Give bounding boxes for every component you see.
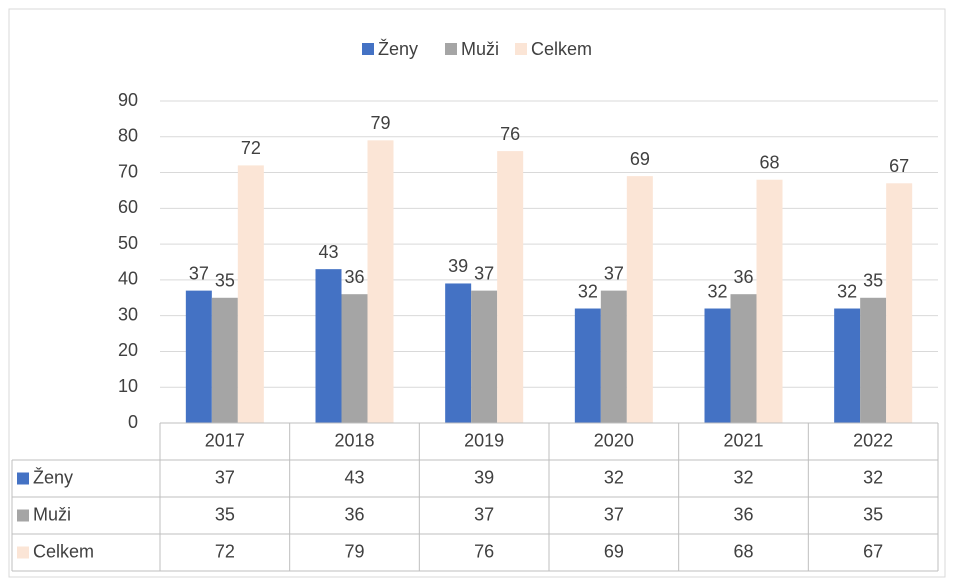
table-cell: 72: [215, 541, 235, 561]
bar: [704, 308, 731, 423]
table-cell: 36: [733, 504, 753, 524]
table-legend-swatch: [17, 509, 29, 522]
y-tick-label: 0: [128, 412, 138, 432]
table-cell: 32: [733, 467, 753, 487]
data-label: 32: [578, 281, 598, 301]
data-label: 36: [733, 267, 753, 287]
bar: [626, 176, 653, 423]
bar: [237, 165, 264, 423]
x-tick-label: 2021: [723, 430, 763, 450]
data-label: 69: [630, 149, 650, 169]
data-label: 36: [344, 267, 364, 287]
y-tick-label: 30: [118, 304, 138, 324]
bar: [756, 179, 783, 423]
y-tick-label: 70: [118, 161, 138, 181]
table-cell: 39: [474, 467, 494, 487]
table-cell: 37: [604, 504, 624, 524]
table-legend-swatch: [17, 546, 29, 559]
x-tick-label: 2018: [334, 430, 374, 450]
y-tick-label: 90: [118, 90, 138, 110]
data-label: 72: [241, 138, 261, 158]
table-cell: 67: [863, 541, 883, 561]
bar: [730, 294, 757, 423]
x-tick-label: 2019: [464, 430, 504, 450]
bar: [497, 151, 524, 424]
table-cell: 79: [344, 541, 364, 561]
bar: [860, 297, 887, 423]
table-cell: 35: [215, 504, 235, 524]
table-cell: 37: [474, 504, 494, 524]
data-label: 76: [500, 124, 520, 144]
bar: [315, 269, 342, 423]
table-cell: 32: [604, 467, 624, 487]
table-cell: 37: [215, 467, 235, 487]
legend-swatch: [362, 43, 374, 55]
bar: [834, 308, 861, 423]
table-row-label: Ženy: [33, 467, 73, 487]
legend-label: Muži: [461, 39, 499, 59]
bar: [211, 297, 238, 423]
data-label: 35: [215, 271, 235, 291]
table-row-label: Muži: [33, 504, 71, 524]
y-tick-label: 60: [118, 197, 138, 217]
y-tick-label: 80: [118, 126, 138, 146]
table-cell: 43: [344, 467, 364, 487]
legend-swatch: [445, 43, 457, 55]
bar: [341, 294, 368, 423]
bar: [185, 290, 212, 423]
y-tick-label: 40: [118, 269, 138, 289]
y-tick-label: 20: [118, 340, 138, 360]
table-cell: 35: [863, 504, 883, 524]
bar: [574, 308, 601, 423]
data-label: 39: [448, 256, 468, 276]
legend-label: Ženy: [378, 39, 418, 59]
table-legend-swatch: [17, 472, 29, 485]
data-label: 68: [759, 152, 779, 172]
table-cell: 68: [733, 541, 753, 561]
bar: [471, 290, 498, 423]
data-label: 79: [370, 113, 390, 133]
data-label: 43: [318, 242, 338, 262]
data-label: 37: [189, 263, 209, 283]
table-cell: 69: [604, 541, 624, 561]
table-cell: 32: [863, 467, 883, 487]
x-tick-label: 2022: [853, 430, 893, 450]
bar: [886, 183, 913, 423]
data-label: 32: [837, 281, 857, 301]
table-cell: 36: [344, 504, 364, 524]
table-row-label: Celkem: [33, 541, 94, 561]
x-tick-label: 2017: [205, 430, 245, 450]
data-label: 32: [707, 281, 727, 301]
bar: [367, 140, 394, 423]
data-label: 37: [474, 263, 494, 283]
table-cell: 76: [474, 541, 494, 561]
x-tick-label: 2020: [594, 430, 634, 450]
data-label: 35: [863, 271, 883, 291]
legend-label: Celkem: [531, 39, 592, 59]
data-label: 37: [604, 263, 624, 283]
data-label: 67: [889, 156, 909, 176]
legend-swatch: [515, 43, 527, 55]
y-tick-label: 10: [118, 376, 138, 396]
bar: [600, 290, 627, 423]
y-tick-label: 50: [118, 233, 138, 253]
bar: [445, 283, 472, 423]
